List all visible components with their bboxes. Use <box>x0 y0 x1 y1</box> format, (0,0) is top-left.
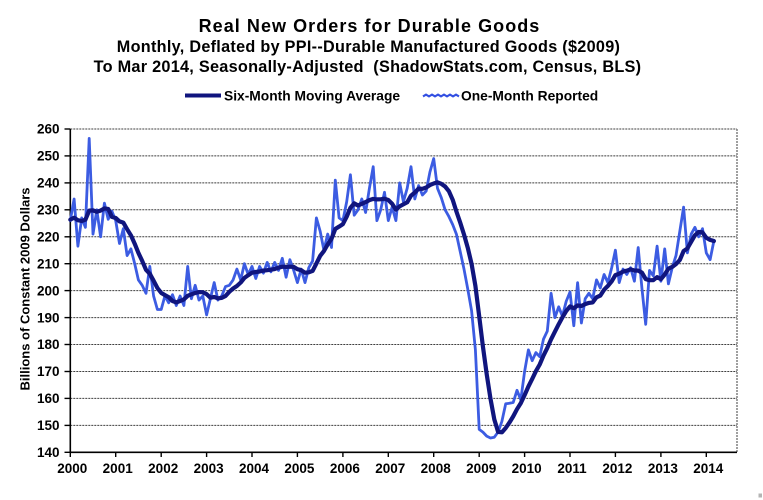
svg-text:One-Month Reported: One-Month Reported <box>461 88 598 103</box>
svg-text:160: 160 <box>37 391 60 406</box>
svg-text:140: 140 <box>37 445 60 460</box>
svg-text:2004: 2004 <box>239 461 270 476</box>
svg-text:210: 210 <box>37 256 60 271</box>
svg-text:2001: 2001 <box>103 461 134 476</box>
svg-text:230: 230 <box>37 203 60 218</box>
svg-text:Six-Month Moving Average: Six-Month Moving Average <box>224 88 400 103</box>
svg-text:2007: 2007 <box>375 461 405 476</box>
svg-text:240: 240 <box>37 176 60 191</box>
svg-text:180: 180 <box>37 337 60 352</box>
svg-text:250: 250 <box>37 149 60 164</box>
svg-text:2010: 2010 <box>512 461 542 476</box>
svg-text:2009: 2009 <box>466 461 496 476</box>
svg-text:2002: 2002 <box>148 461 178 476</box>
svg-text:260: 260 <box>37 122 60 137</box>
svg-text:2003: 2003 <box>194 461 225 476</box>
svg-text:2000: 2000 <box>57 461 87 476</box>
svg-text:2008: 2008 <box>421 461 452 476</box>
svg-text:200: 200 <box>37 283 60 298</box>
svg-text:Billions of Constant 2009 Doll: Billions of Constant 2009 Dollars <box>18 188 33 391</box>
svg-text:2006: 2006 <box>330 461 361 476</box>
svg-text:170: 170 <box>37 364 60 379</box>
svg-text:2005: 2005 <box>284 461 315 476</box>
svg-text:2013: 2013 <box>648 461 679 476</box>
svg-text:2014: 2014 <box>693 461 724 476</box>
svg-text:190: 190 <box>37 310 60 325</box>
svg-text:150: 150 <box>37 418 60 433</box>
svg-text:2011: 2011 <box>557 461 587 476</box>
svg-text:2012: 2012 <box>602 461 632 476</box>
svg-text:220: 220 <box>37 230 60 245</box>
